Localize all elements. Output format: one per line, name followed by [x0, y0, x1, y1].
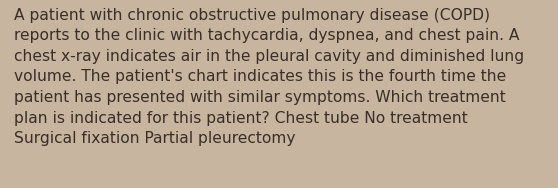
Text: A patient with chronic obstructive pulmonary disease (COPD)
reports to the clini: A patient with chronic obstructive pulmo…	[14, 8, 524, 146]
